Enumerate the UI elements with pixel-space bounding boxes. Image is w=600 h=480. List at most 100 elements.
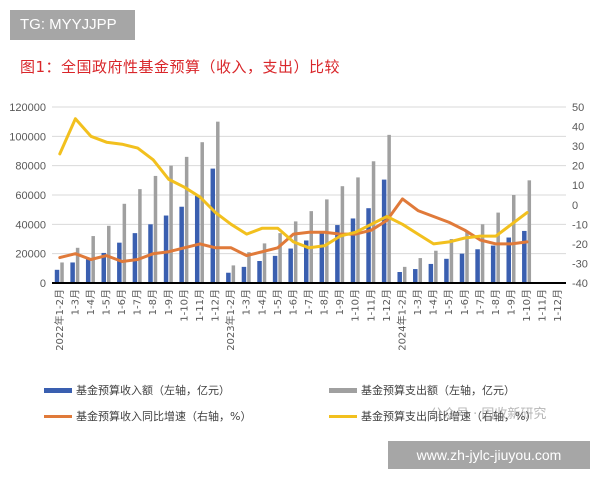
bar-expenditure (418, 258, 423, 283)
y-tick-right: -10 (572, 219, 588, 231)
legend-item-revenue: 基金预算收入额（左轴，亿元） (44, 382, 230, 398)
chart-title: 图1：全国政府性基金预算（收入，支出）比较 (20, 58, 341, 76)
x-tick-label: 1-6月 (287, 289, 299, 315)
bar-expenditure (169, 165, 173, 283)
y-tick-right: 20 (572, 161, 584, 173)
bar-revenue (366, 208, 371, 283)
x-tick-label: 1-3月 (241, 289, 253, 315)
y-tick-left: 20000 (15, 249, 46, 261)
bar-revenue (194, 195, 200, 283)
bar-revenue (179, 206, 184, 283)
bar-revenue (163, 215, 169, 283)
bar-revenue (490, 245, 496, 283)
bar-expenditure (231, 265, 236, 283)
bar-revenue (241, 266, 247, 283)
bar-expenditure (107, 225, 111, 283)
legend-swatch-expenditure-yoy (329, 414, 357, 418)
bar-revenue (475, 249, 480, 283)
bar-revenue (459, 253, 465, 283)
y-tick-left: 80000 (15, 161, 46, 173)
legend-swatch-expenditure (329, 387, 357, 393)
bar-revenue (210, 168, 216, 283)
x-tick-label: 1-6月 (116, 289, 128, 315)
line-revenue-yoy (58, 197, 529, 263)
line-expenditure-yoy (58, 117, 529, 250)
bar-revenue (70, 262, 75, 283)
bar-expenditure (216, 121, 220, 284)
x-tick-label: 2022年1-2月 (53, 289, 66, 351)
x-tick-label: 1-9月 (163, 289, 175, 315)
bar-revenue (85, 258, 91, 283)
x-tick-label: 1-8月 (319, 289, 331, 315)
tg-badge: TG: MYYJJPP (10, 10, 135, 40)
x-tick-label: 2024年1-2月 (395, 289, 408, 351)
bar-expenditure (200, 142, 204, 283)
bar-revenue (350, 218, 356, 283)
bar-revenue (132, 233, 138, 283)
y-tick-right: 50 (572, 102, 584, 114)
x-tick-label: 1-12月 (210, 289, 222, 322)
y-tick-right: -30 (572, 258, 588, 270)
y-tick-left: 120000 (9, 102, 46, 114)
bar-expenditure (387, 134, 391, 283)
bar-expenditure (496, 212, 500, 283)
x-tick-label: 1-5月 (101, 289, 113, 315)
legend-item-revenue-yoy: 基金预算收入同比增速（右轴，%） (44, 408, 251, 424)
y-tick-right: 40 (572, 122, 584, 134)
bar-expenditure (449, 239, 454, 283)
bar-revenue (319, 231, 325, 283)
x-tick-label: 1-5月 (272, 289, 284, 315)
bar-expenditure (325, 199, 329, 283)
x-tick-label: 1-10月 (521, 289, 533, 322)
x-tick-label: 1-3月 (412, 289, 424, 315)
url-watermark: www.zh-jylc-jiuyou.com (388, 441, 590, 469)
legend-item-expenditure: 基金预算支出额（左轴，亿元） (329, 382, 515, 398)
y-tick-left: 60000 (15, 190, 46, 202)
x-tick-label: 1-4月 (256, 289, 268, 315)
x-tick-label: 1-3月 (69, 289, 81, 315)
bar-revenue (226, 272, 231, 283)
bar-expenditure (262, 243, 267, 283)
y-tick-left: 0 (40, 278, 46, 290)
bar-revenue (272, 255, 278, 283)
x-tick-label: 1-6月 (459, 289, 471, 315)
x-tick-label: 1-7月 (303, 289, 315, 315)
bar-expenditure (527, 180, 532, 283)
x-tick-label: 1-8月 (147, 289, 159, 315)
y-tick-right: 0 (572, 200, 578, 212)
bar-revenue (413, 269, 418, 283)
bar-revenue (54, 269, 60, 283)
legend-label-revenue: 基金预算收入额（左轴，亿元） (76, 384, 230, 397)
bar-revenue (506, 237, 511, 283)
legend-item-expenditure-yoy: 基金预算支出同比增速（右轴，%） (329, 408, 536, 424)
bar-revenue (304, 240, 309, 283)
bar-expenditure (293, 221, 298, 283)
bar-revenue (288, 248, 293, 283)
y-tick-right: -20 (572, 239, 588, 251)
x-tick-label: 1-9月 (505, 289, 517, 315)
bar-revenue (428, 263, 434, 283)
bar-revenue (381, 179, 387, 283)
x-tick-label: 1-5月 (443, 289, 455, 315)
bar-revenue (117, 242, 122, 283)
bar-revenue (257, 261, 262, 283)
bar-expenditure (511, 195, 516, 283)
x-tick-label: 1-12月 (552, 289, 564, 322)
y-tick-right: -40 (572, 278, 588, 290)
y-tick-right: 10 (572, 180, 584, 192)
x-tick-label: 1-11月 (194, 289, 206, 322)
bar-expenditure (184, 156, 189, 283)
legend-swatch-revenue (44, 387, 72, 393)
x-tick-label: 1-10月 (350, 289, 362, 322)
legend-label-expenditure-yoy: 基金预算支出同比增速（右轴，%） (361, 410, 537, 423)
bar-expenditure (75, 247, 80, 283)
x-tick-label: 1-7月 (132, 289, 144, 315)
x-tick-label: 1-9月 (334, 289, 346, 315)
bar-expenditure (278, 233, 282, 283)
x-tick-label: 1-4月 (428, 289, 440, 315)
x-tick-label: 1-4月 (85, 289, 97, 315)
bar-revenue (101, 252, 107, 283)
x-tick-label: 1-10月 (178, 289, 190, 322)
y-tick-left: 40000 (15, 219, 46, 231)
